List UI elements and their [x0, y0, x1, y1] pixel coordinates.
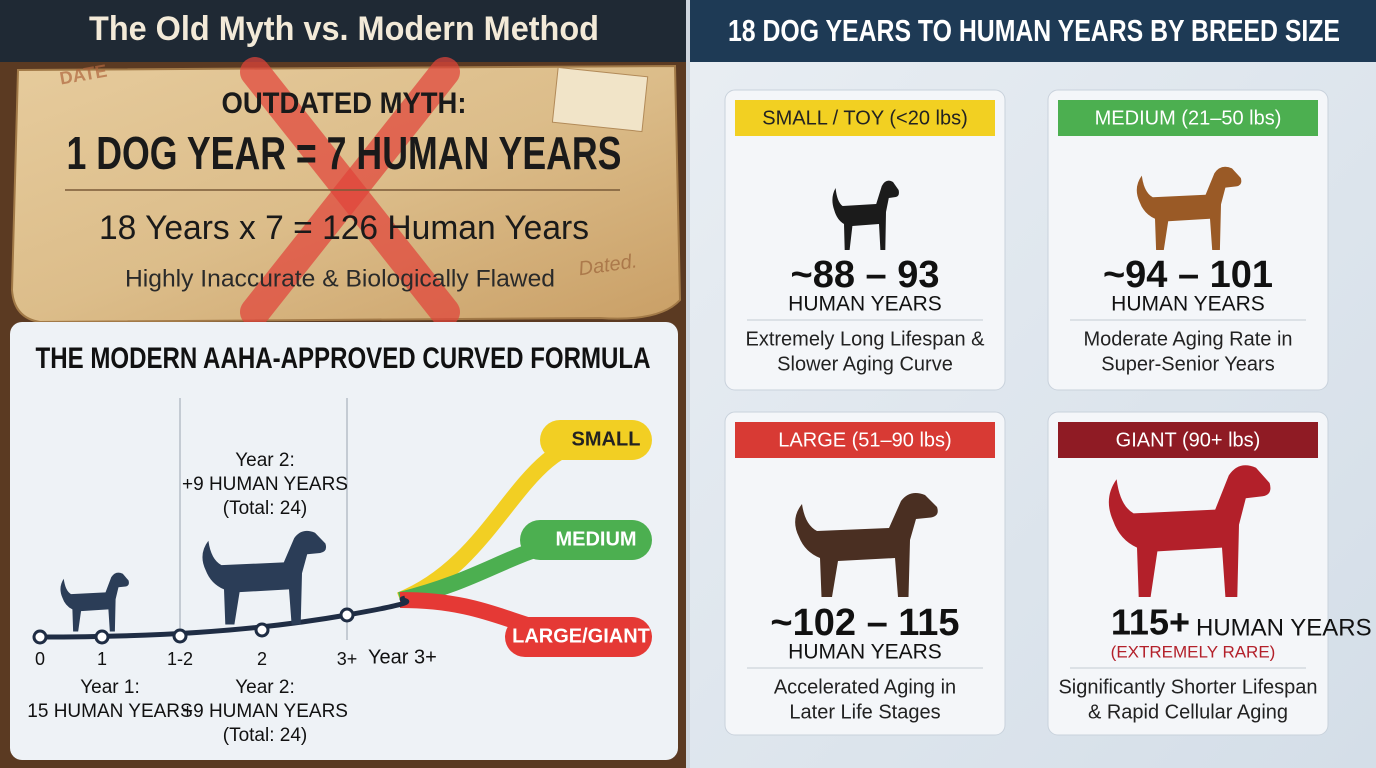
card-description: Later Life Stages [789, 701, 940, 723]
card-range: ~88 – 93 [791, 254, 940, 296]
card [724, 89, 1006, 391]
myth-heading: OUTDATED MYTH: [222, 87, 467, 120]
card-description: Extremely Long Lifespan & [745, 328, 985, 350]
card-description: Slower Aging Curve [777, 353, 953, 375]
left-title: The Old Myth vs. Modern Method [89, 10, 599, 48]
card-unit: HUMAN YEARS [1111, 293, 1265, 316]
timeline [39, 595, 410, 640]
card-header [1058, 100, 1318, 136]
cross-line [240, 57, 460, 327]
curve-label: SMALL [572, 428, 641, 450]
curve-label: MEDIUM [555, 528, 636, 550]
myth-verdict: Highly Inaccurate & Biologically Flawed [125, 265, 555, 292]
card-header [735, 100, 995, 136]
card-unit: HUMAN YEARS [1196, 614, 1372, 641]
note-line: Year 1: [80, 677, 140, 698]
photo [551, 66, 649, 133]
timeline-tick: 2 [257, 649, 267, 669]
timeline-tick: 1 [97, 649, 107, 669]
note-line: +9 HUMAN YEARS [182, 474, 348, 495]
right-title: 18 DOG YEARS TO HUMAN YEARS BY BREED SIZ… [728, 13, 1340, 48]
timeline-tick: 3+ [337, 649, 358, 669]
card-header [735, 422, 995, 458]
card-note: (EXTREMELY RARE) [1111, 642, 1276, 661]
card-description: & Rapid Cellular Aging [1088, 701, 1288, 723]
timeline-tick: 0 [35, 649, 45, 669]
card-description: Accelerated Aging in [774, 676, 956, 698]
note-line: Year 2: [235, 450, 295, 471]
card-description: Super-Senior Years [1101, 353, 1274, 375]
left-header [0, 0, 688, 62]
pill-small [540, 420, 652, 460]
pill-medium [520, 520, 652, 560]
card-label: LARGE (51–90 lbs) [778, 429, 951, 451]
curve-label: LARGE/GIANT [512, 625, 650, 647]
card-range: ~102 – 115 [770, 602, 959, 644]
timeline-dot [172, 628, 188, 644]
note-line: 15 HUMAN YEARS [27, 701, 192, 722]
timeline-end: Year 3+ [368, 646, 437, 668]
card [724, 411, 1006, 736]
card-range: 115+ [1111, 602, 1190, 643]
separator [686, 0, 690, 768]
myth-claim: 1 DOG YEAR = 7 HUMAN YEARS [67, 127, 622, 179]
timeline-dot [94, 629, 110, 645]
note-line: (Total: 24) [223, 725, 307, 746]
notes: Year 2: +9 HUMAN YEARS (Total: 24) Year 1: 1… [27, 450, 348, 746]
note-line: +9 HUMAN YEARS [182, 701, 348, 722]
formula-title: THE MODERN AAHA-APPROVED CURVED FORMULA [36, 342, 651, 375]
card [1047, 89, 1329, 391]
timeline-tick: 1-2 [167, 649, 193, 669]
card-header [1058, 422, 1318, 458]
pill-large [505, 617, 652, 657]
note-line: (Total: 24) [223, 498, 307, 519]
card-unit: HUMAN YEARS [788, 293, 942, 316]
timeline-dot [254, 622, 270, 638]
card-description: Moderate Aging Rate in [1083, 328, 1292, 350]
note-line: Year 2: [235, 677, 295, 698]
card-label: MEDIUM (21–50 lbs) [1095, 107, 1282, 129]
card-label: GIANT (90+ lbs) [1116, 429, 1261, 451]
card-label: SMALL / TOY (<20 lbs) [762, 107, 967, 129]
card-range: ~94 – 101 [1103, 254, 1273, 296]
card-description: Significantly Shorter Lifespan [1058, 676, 1317, 698]
right-header [688, 0, 1376, 62]
timeline-dot [32, 629, 48, 645]
timeline-dot [339, 607, 355, 623]
timeline-ticks: 0 1 1-2 2 3+ [32, 607, 358, 669]
card-unit: HUMAN YEARS [788, 641, 942, 664]
myth-calculation: 18 Years x 7 = 126 Human Years [99, 209, 589, 247]
